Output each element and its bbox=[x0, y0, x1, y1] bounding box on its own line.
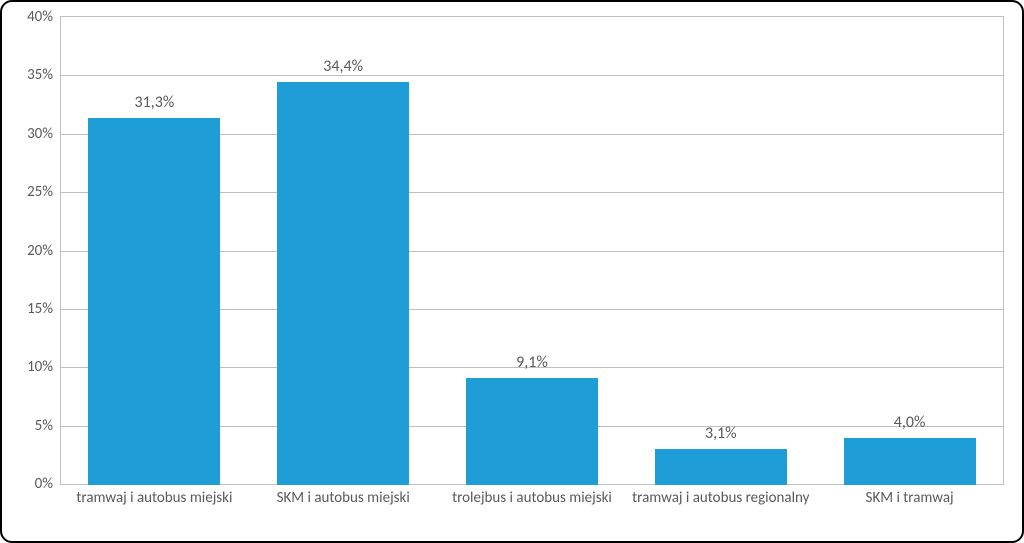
x-axis-labels: tramwaj i autobus miejskiSKM i autobus m… bbox=[60, 487, 1004, 535]
y-tick-label: 15% bbox=[27, 300, 61, 318]
bar-value-label: 9,1% bbox=[516, 353, 548, 378]
bar-slot: 34,4% bbox=[249, 16, 438, 485]
y-tick-label: 5% bbox=[35, 417, 61, 435]
bar-value-label: 34,4% bbox=[323, 57, 363, 82]
y-tick-label: 20% bbox=[27, 242, 61, 260]
bar: 4,0% bbox=[844, 438, 976, 485]
x-tick-label: tramwaj i autobus miejski bbox=[60, 487, 249, 535]
plot-area-wrapper: 0%5%10%15%20%25%30%35%40% 31,3%34,4%9,1%… bbox=[60, 16, 1004, 485]
bar-slot: 9,1% bbox=[438, 16, 627, 485]
chart-container: 0% 5% 10% 15% 20% 25% 30% 35% 40% 31,3% 34,4% 9,1%… bbox=[0, 0, 1024, 543]
bar-value-label: 3,1% bbox=[705, 424, 737, 449]
bar-slot: 4,0% bbox=[815, 16, 1004, 485]
bar-slot: 3,1% bbox=[626, 16, 815, 485]
x-tick-label: SKM i tramwaj bbox=[815, 487, 1004, 535]
bars-group: 31,3% 34,4% 9,1% 3,1% 4,0% bbox=[60, 16, 1004, 485]
y-tick-label: 10% bbox=[27, 358, 61, 376]
bar: 9,1% bbox=[466, 378, 598, 485]
bar-slot: 31,3% bbox=[60, 16, 249, 485]
x-tick-label: SKM i autobus miejski bbox=[249, 487, 438, 535]
x-tick-label: tramwaj i autobus regionalny bbox=[626, 487, 815, 535]
bar: 34,4% bbox=[277, 82, 409, 485]
bar-value-label: 4,0% bbox=[894, 413, 926, 438]
y-tick-label: 30% bbox=[27, 125, 61, 143]
x-tick-label: trolejbus i autobus miejski bbox=[438, 487, 627, 535]
bar: 31,3% bbox=[88, 118, 220, 485]
y-tick-label: 25% bbox=[27, 183, 61, 201]
y-tick-label: 35% bbox=[27, 66, 61, 84]
bar-value-label: 31,3% bbox=[135, 93, 175, 118]
y-tick-label: 0% bbox=[35, 475, 61, 493]
bar: 3,1% bbox=[655, 449, 787, 485]
y-tick-label: 40% bbox=[27, 8, 61, 26]
